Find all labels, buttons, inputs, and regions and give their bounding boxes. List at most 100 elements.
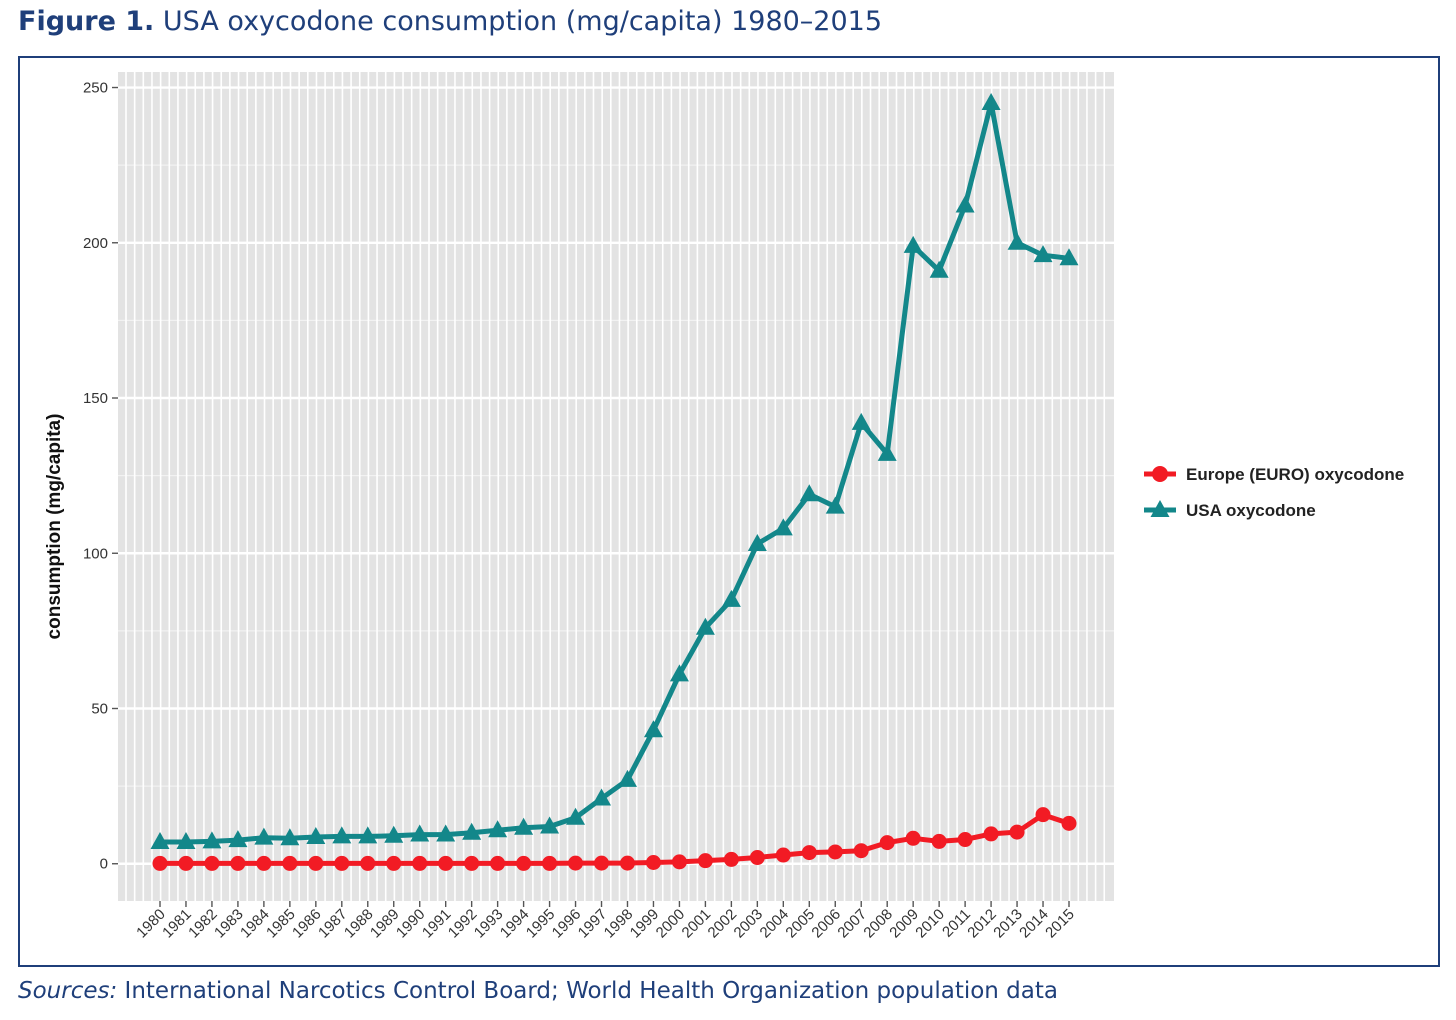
x-tick-label: 2000 xyxy=(653,906,689,942)
data-point-triangle xyxy=(280,828,300,846)
x-tick-label: 2007 xyxy=(834,906,870,942)
line-chart: 0 50 100 150 200 250 198019811982198319841985… xyxy=(44,72,1404,941)
y-tick-label: 150 xyxy=(83,390,108,407)
x-tick-label: 2012 xyxy=(964,906,1000,942)
x-tick-label: 1988 xyxy=(341,906,377,942)
series-layer xyxy=(150,93,1079,871)
x-tick-label: 1980 xyxy=(133,906,169,942)
data-point-triangle xyxy=(721,589,741,607)
data-point-triangle xyxy=(410,824,430,842)
chart-frame: 0 50 100 150 200 250 1980 1981 1982 1983 1984 1985… xyxy=(18,56,1440,967)
data-point-circle xyxy=(801,845,817,861)
data-point-circle xyxy=(697,853,713,869)
data-point-triangle xyxy=(384,825,404,843)
x-tick-label: 1992 xyxy=(445,906,481,942)
x-tick-label: 2002 xyxy=(705,906,741,942)
y-axis: 0 50 100 150 200 250 xyxy=(83,80,118,873)
data-point-triangle xyxy=(202,831,222,849)
x-tick-label: 2010 xyxy=(912,906,948,942)
data-point-triangle xyxy=(592,788,612,806)
data-point-circle xyxy=(438,855,454,871)
data-point-triangle xyxy=(462,822,482,840)
data-point-circle xyxy=(905,830,921,846)
data-point-triangle xyxy=(903,235,923,253)
x-tick-label: 1997 xyxy=(575,906,611,942)
data-point-circle xyxy=(204,855,220,871)
x-tick-label: 2014 xyxy=(1016,906,1052,942)
x-tick-label: 1986 xyxy=(289,906,325,942)
data-point-triangle xyxy=(617,769,637,787)
data-point-triangle xyxy=(358,826,378,844)
data-point-circle xyxy=(723,851,739,867)
x-tick-label: 1987 xyxy=(315,906,351,942)
figure-title-text: USA oxycodone consumption (mg/capita) 19… xyxy=(162,6,883,37)
x-tick-label: 1984 xyxy=(237,906,273,942)
data-point-circle xyxy=(256,855,272,871)
data-point-triangle xyxy=(955,195,975,213)
x-tick-label: 1983 xyxy=(211,906,247,942)
data-point-triangle xyxy=(540,816,560,834)
data-point-circle xyxy=(931,833,947,849)
data-point-triangle xyxy=(254,827,274,845)
x-tick-label: 2005 xyxy=(782,906,818,942)
data-point-triangle xyxy=(773,518,793,536)
x-tick-label: 1994 xyxy=(497,906,533,942)
data-point-circle xyxy=(619,855,635,871)
x-tick-label: 2001 xyxy=(679,906,715,942)
data-point-triangle xyxy=(566,807,586,825)
y-tick-label: 100 xyxy=(83,545,108,562)
data-point-triangle xyxy=(1033,245,1053,263)
data-point-circle xyxy=(1061,815,1077,831)
data-point-circle xyxy=(308,855,324,871)
x-tick-label: 2006 xyxy=(808,906,844,942)
data-point-triangle xyxy=(436,824,456,842)
x-tick-label: 2011 xyxy=(939,906,974,941)
data-point-triangle xyxy=(488,820,508,838)
sources-label: Sources: xyxy=(18,978,118,1004)
data-point-circle xyxy=(412,855,428,871)
data-point-triangle xyxy=(1007,232,1027,250)
data-point-circle xyxy=(594,855,610,871)
plot-panel xyxy=(118,72,1114,901)
data-point-circle xyxy=(542,855,558,871)
legend-key-circle xyxy=(1152,466,1168,482)
data-point-circle xyxy=(1009,824,1025,840)
data-point-triangle xyxy=(514,817,534,835)
x-tick-label: 2015 xyxy=(1042,906,1078,942)
data-point-triangle xyxy=(929,260,949,278)
legend-key-triangle xyxy=(1150,500,1170,517)
data-point-triangle xyxy=(1059,248,1079,266)
data-point-triangle xyxy=(851,412,871,430)
data-point-circle xyxy=(853,843,869,859)
data-point-triangle xyxy=(228,830,248,848)
data-point-triangle xyxy=(695,617,715,635)
data-point-triangle xyxy=(747,533,767,551)
x-tick-label: 1985 xyxy=(263,906,299,942)
data-point-circle xyxy=(516,855,532,871)
data-point-circle xyxy=(360,855,376,871)
sources-note: Sources: International Narcotics Control… xyxy=(18,978,1058,1004)
sources-text: International Narcotics Control Board; W… xyxy=(124,978,1058,1004)
data-point-triangle xyxy=(332,826,352,844)
x-tick-label: 1991 xyxy=(419,906,455,942)
x-tick-label: 1995 xyxy=(523,906,559,942)
data-point-circle xyxy=(230,855,246,871)
data-point-circle xyxy=(568,855,584,871)
x-tick-label: 1998 xyxy=(601,906,637,942)
x-tick-label: 1990 xyxy=(393,906,429,942)
x-tick-label: 1996 xyxy=(549,906,585,942)
data-point-circle xyxy=(645,854,661,870)
data-point-circle xyxy=(386,855,402,871)
x-tick-label: 2003 xyxy=(731,906,767,942)
data-point-circle xyxy=(775,847,791,863)
legend: Europe (EURO) oxycodone USA oxycodone xyxy=(1144,465,1404,520)
x-tick-label: 1981 xyxy=(159,906,195,942)
data-point-triangle xyxy=(799,484,819,502)
data-point-circle xyxy=(152,855,168,871)
data-point-circle xyxy=(983,826,999,842)
x-tick-label: 2013 xyxy=(990,906,1026,942)
data-point-triangle xyxy=(150,832,170,850)
legend-entry-label: USA oxycodone xyxy=(1186,501,1316,520)
x-axis: 1980198119821983198419851986198719881989… xyxy=(133,901,1078,941)
data-point-circle xyxy=(178,855,194,871)
